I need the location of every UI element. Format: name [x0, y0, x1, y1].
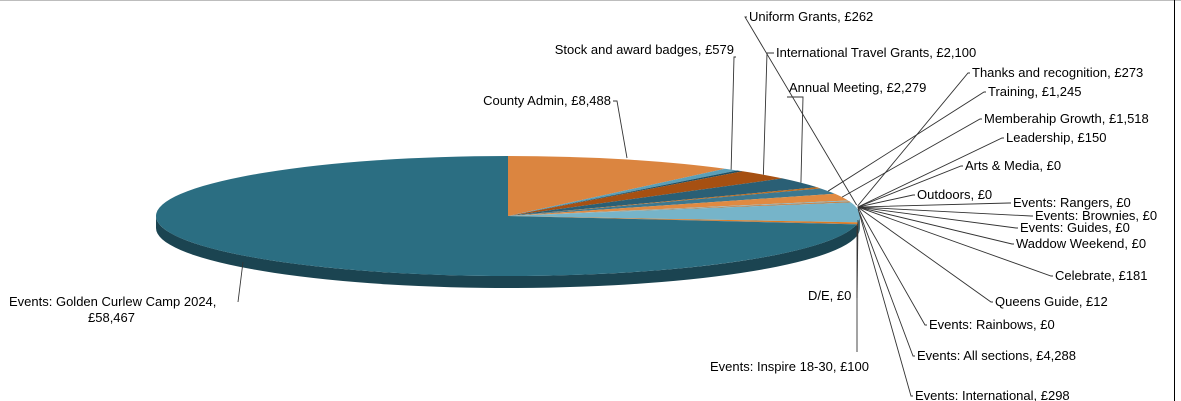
pie-slice-brownies	[508, 201, 850, 216]
data-label-intl_travel: International Travel Grants, £2,100	[776, 45, 976, 60]
pie-slice-thanks	[508, 187, 821, 216]
pie-slice-stock_badges	[508, 168, 738, 216]
chart-frame-top-border	[0, 0, 1181, 1]
pie-slice-uniform_grants	[508, 170, 743, 216]
leader-line-arts_media	[857, 165, 963, 208]
leader-line-rainbows	[857, 206, 927, 326]
leader-line-membership	[841, 118, 982, 198]
pie-slice-de	[508, 216, 857, 225]
leader-line-de	[856, 219, 859, 299]
data-label-all_sections: Events: All sections, £4,288	[917, 348, 1076, 363]
leader-line-celebrate	[857, 206, 1053, 277]
data-label-leadership: Leadership, £150	[1006, 130, 1106, 145]
leader-line-all_sections	[858, 212, 915, 357]
leader-line-guides	[857, 206, 1018, 229]
pie-slice-international	[508, 216, 858, 224]
data-label-annual_meeting: Annual Meeting, £2,279	[789, 80, 926, 95]
data-label-queens_guide: Queens Guide, £12	[995, 294, 1108, 309]
pie-slice-celebrate	[508, 201, 851, 216]
data-label-celebrate: Celebrate, £181	[1055, 268, 1148, 283]
pie-slice-training	[508, 188, 835, 216]
pie-slice-membership	[508, 193, 849, 216]
leader-line-county_admin	[613, 100, 628, 159]
pie-slice-outdoors	[508, 201, 850, 216]
data-label-brownies: Events: Brownies, £0	[1035, 208, 1157, 223]
pie-slice-leadership	[508, 200, 850, 216]
leader-line-stock_badges	[730, 56, 736, 170]
pie-slice-guides	[508, 201, 850, 216]
pie-slice-intl_travel	[508, 171, 783, 216]
leader-line-uniform_grants	[744, 16, 858, 206]
pie-slice-county_admin	[508, 156, 725, 216]
data-label-stock_badges: Stock and award badges, £579	[555, 42, 734, 57]
pie-slice-side-golden_curlew	[156, 216, 857, 289]
data-label-training: Training, £1,245	[988, 84, 1081, 99]
data-label-thanks: Thanks and recognition, £273	[972, 65, 1143, 80]
pie-slice-waddow	[508, 201, 850, 216]
data-label-arts_media: Arts & Media, £0	[965, 158, 1061, 173]
pie-slice-queens_guide	[508, 202, 851, 216]
pie-slice-rainbows	[508, 202, 851, 216]
pie-slice-annual_meeting	[508, 178, 818, 216]
pie-slice-rangers	[508, 201, 850, 216]
data-label-rangers: Events: Rangers, £0	[1013, 195, 1131, 210]
leader-line-rangers	[857, 202, 1011, 208]
data-label-rainbows: Events: Rainbows, £0	[929, 317, 1055, 332]
leader-line-thanks	[857, 72, 970, 207]
pie-slice-all_sections	[508, 202, 860, 223]
leader-line-golden_curlew	[237, 261, 244, 303]
pie-slice-golden_curlew	[156, 156, 857, 276]
leader-line-waddow	[857, 206, 1014, 245]
leader-line-queens_guide	[857, 206, 993, 303]
leader-line-annual_meeting	[787, 96, 804, 183]
leader-line-international	[857, 208, 913, 397]
leader-line-outdoors	[857, 194, 915, 208]
leader-line-training	[827, 91, 986, 192]
data-label-membership: Memberahip Growth, £1,518	[984, 111, 1149, 126]
data-labels-layer: County Admin, £8,488 Stock and award badg…	[9, 9, 1157, 401]
pie-slice-inspire	[508, 216, 857, 225]
leader-line-brownies	[857, 206, 1033, 217]
leader-lines-layer	[237, 16, 1053, 397]
leader-line-leadership	[857, 137, 1004, 208]
pie-top-layer	[156, 156, 860, 276]
data-label-inspire: Events: Inspire 18-30, £100	[710, 359, 869, 374]
pie-slice-side-all_sections	[857, 216, 860, 235]
data-label-de: D/E, £0	[808, 288, 851, 303]
data-label-golden_curlew: Events: Golden Curlew Camp 2024, £58,467	[9, 294, 216, 325]
data-label-international: Events: International, £298	[915, 388, 1070, 401]
data-label-waddow: Waddow Weekend, £0	[1016, 236, 1146, 251]
data-label-county_admin: County Admin, £8,488	[483, 93, 611, 108]
data-label-guides: Events: Guides, £0	[1020, 220, 1130, 235]
data-label-outdoors: Outdoors, £0	[917, 187, 992, 202]
pie-slice-arts_media	[508, 201, 850, 216]
data-label-uniform_grants: Uniform Grants, £262	[749, 9, 873, 24]
chart-frame-right-border	[1174, 0, 1175, 401]
leader-line-intl_travel	[762, 52, 774, 175]
